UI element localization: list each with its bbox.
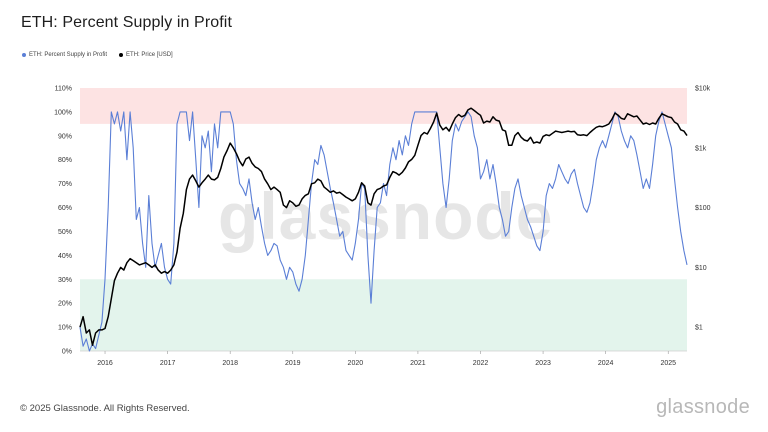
chart-series <box>79 107 688 352</box>
y-left-tick-label: 60% <box>58 205 72 212</box>
x-tick-label: 2020 <box>348 360 364 367</box>
x-tick-label: 2021 <box>410 360 426 367</box>
y-left-tick-label: 70% <box>58 181 72 188</box>
series-line-price <box>79 107 688 346</box>
y-right-tick-label: $1k <box>695 145 707 152</box>
chart-bands <box>80 88 687 351</box>
x-tick-label: 2022 <box>473 360 489 367</box>
y-left-tick-label: 20% <box>58 301 72 308</box>
y-right-tick-label: $1 <box>695 325 703 332</box>
x-tick-label: 2019 <box>285 360 301 367</box>
y-right-tick-label: $10k <box>695 86 711 93</box>
x-tick-label: 2023 <box>535 360 551 367</box>
y-left-tick-label: 10% <box>58 325 72 332</box>
y-left-tick-label: 40% <box>58 253 72 260</box>
page-title: ETH: Percent Supply in Profit <box>21 14 232 31</box>
y-left-tick-label: 80% <box>58 157 72 164</box>
legend-label-price: ETH: Price [USD] <box>126 52 173 58</box>
y-left-tick-label: 30% <box>58 277 72 284</box>
y-right-tick-label: $10 <box>695 265 707 272</box>
y-left-tick-label: 100% <box>54 109 72 116</box>
brand-logo[interactable]: glassnode <box>656 396 750 418</box>
x-tick-label: 2025 <box>660 360 676 367</box>
y-left-tick-label: 50% <box>58 229 72 236</box>
legend-item-price[interactable]: ETH: Price [USD] <box>119 52 173 58</box>
x-tick-label: 2018 <box>222 360 238 367</box>
x-tick-label: 2024 <box>598 360 614 367</box>
x-tick-label: 2017 <box>160 360 176 367</box>
copyright: © 2025 Glassnode. All Rights Reserved. <box>20 403 190 414</box>
y-axis-left: 0% 10% 20% 30% 40% 50% 60% 70% 80% 90% 100% 110% <box>54 86 72 356</box>
legend-item-supply[interactable]: ETH: Percent Supply in Profit <box>22 52 107 58</box>
x-tick-label: 2016 <box>97 360 113 367</box>
legend-swatch-price <box>119 53 124 57</box>
band-0 <box>80 88 687 124</box>
chart-legend: ETH: Percent Supply in Profit ETH: Price… <box>22 52 173 58</box>
legend-swatch-supply <box>22 53 26 57</box>
y-axis-right: $1 $10 $100 $1k $10k <box>695 86 711 332</box>
y-left-tick-label: 0% <box>62 349 72 356</box>
y-right-tick-label: $100 <box>695 205 711 212</box>
y-left-tick-label: 110% <box>55 86 72 93</box>
band-1 <box>80 279 687 351</box>
y-left-tick-label: 90% <box>58 133 72 140</box>
series-line-supply-in-profit <box>79 111 688 352</box>
legend-label-supply: ETH: Percent Supply in Profit <box>29 52 108 58</box>
x-axis: 2016 2017 2018 2019 2020 2021 2022 2023 2024 2025 <box>80 350 687 367</box>
